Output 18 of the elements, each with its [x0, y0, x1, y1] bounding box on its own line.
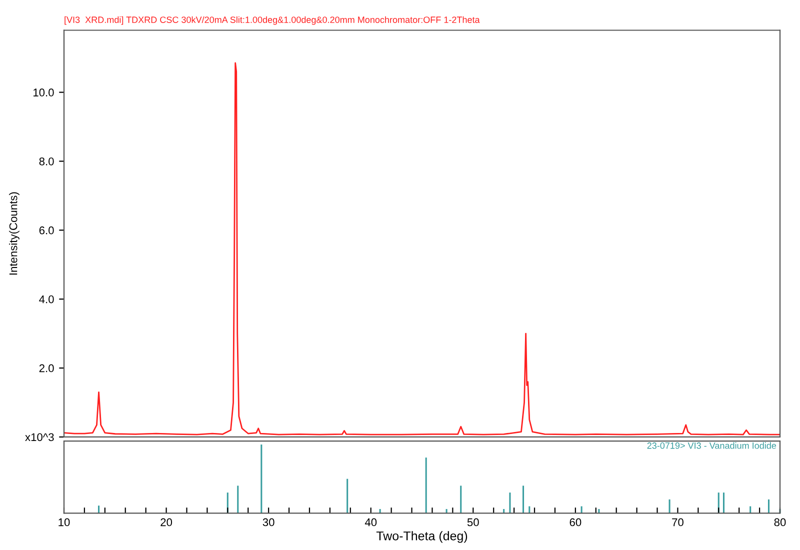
y-tick-label: 10.0 — [34, 88, 54, 96]
chart-title: [VI3 XRD.mdi] TDXRD CSC 30kV/20mA Slit:1.00deg&1.00deg&0.20mm Monochromator:OFF 1-2Theta — [64, 16, 480, 25]
x-tick-label: 80 — [774, 518, 786, 526]
x-tick-label: 10 — [58, 518, 70, 526]
x-axis-title: Two-Theta (deg) — [376, 531, 468, 543]
x-tick-label: 60 — [570, 518, 582, 526]
text: 23-0719> VI3 - Vanadium Iodide — [647, 442, 776, 449]
x-tick-label: 50 — [467, 518, 479, 526]
y-tick-label: 8.0 — [39, 157, 54, 166]
y-tick-label: 6.0 — [39, 226, 54, 234]
x-tick-label: 40 — [364, 518, 377, 526]
y-tick-label: 2.0 — [39, 364, 54, 372]
y-axis-title: Intensity(Counts) — [9, 192, 20, 275]
y-tick-label: x10^3 — [25, 433, 54, 442]
y-tick-label: 4.0 — [39, 295, 54, 304]
x-tick-label: 70 — [672, 518, 684, 526]
x-tick-label: 30 — [262, 518, 274, 526]
x-tick-label: 20 — [160, 518, 172, 526]
